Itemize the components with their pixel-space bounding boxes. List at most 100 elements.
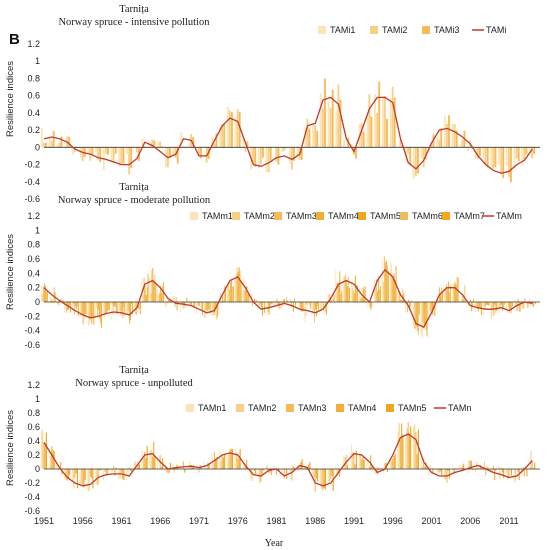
bar <box>185 469 187 471</box>
bar <box>443 287 445 302</box>
bar <box>392 278 394 302</box>
bar <box>238 267 240 302</box>
bar <box>61 469 63 475</box>
bar <box>64 146 67 148</box>
bar <box>407 147 410 154</box>
x-axis-label: Year <box>265 538 284 549</box>
bar <box>244 466 246 469</box>
bar <box>459 145 462 148</box>
bar <box>467 147 470 152</box>
bar <box>211 302 213 316</box>
bar <box>522 466 524 469</box>
bar <box>411 300 413 302</box>
bar <box>507 469 509 480</box>
bar <box>266 465 269 469</box>
bar <box>157 458 159 469</box>
bar <box>353 292 355 302</box>
legend-swatch <box>422 26 430 34</box>
bar <box>398 422 400 469</box>
bar <box>335 110 338 148</box>
bar <box>215 302 217 310</box>
bar <box>242 467 244 469</box>
bar <box>135 461 137 469</box>
bar <box>67 469 69 480</box>
bar <box>380 286 382 302</box>
bar <box>300 302 302 312</box>
bar <box>453 284 455 302</box>
x-tick-label: 1971 <box>189 516 209 526</box>
bar <box>482 302 484 318</box>
bar <box>486 466 488 469</box>
bar <box>402 434 404 469</box>
bar <box>477 467 479 469</box>
bar <box>301 459 303 469</box>
bar <box>267 302 269 313</box>
bar <box>495 302 497 313</box>
bar <box>102 469 105 481</box>
legend-swatch <box>386 404 394 412</box>
bar <box>194 302 196 307</box>
y-tick-label: 0.8 <box>27 240 40 250</box>
bar <box>531 461 533 469</box>
bar <box>208 463 210 469</box>
legend-swatch <box>400 212 408 220</box>
bar <box>74 469 76 478</box>
bar <box>349 287 351 302</box>
bar <box>510 147 512 183</box>
bar <box>231 449 233 469</box>
bar <box>44 285 46 302</box>
bar <box>257 469 260 478</box>
bar <box>48 137 51 148</box>
bar <box>328 293 330 302</box>
y-tick-label: 0 <box>35 297 40 307</box>
bar <box>424 302 426 326</box>
legend-label: TAMm3 <box>286 211 317 221</box>
bar <box>491 469 493 471</box>
bar <box>383 255 385 302</box>
bar <box>123 302 125 308</box>
bar <box>443 469 446 479</box>
bar <box>95 147 98 152</box>
bar <box>243 463 245 469</box>
bar <box>56 463 58 469</box>
bar <box>274 302 276 306</box>
chart-panel-intensive: Tarnița Norway spruce - intensive pollut… <box>5 4 540 204</box>
bar <box>87 469 89 491</box>
bar <box>310 302 312 310</box>
bar <box>330 299 332 302</box>
bar <box>350 144 353 148</box>
bar <box>306 118 309 148</box>
y-axis-label: Resilience indices <box>5 410 16 486</box>
y-tick-label: 1 <box>35 56 40 66</box>
bar <box>146 445 148 469</box>
legend-label: TAMm6 <box>412 211 443 221</box>
bar <box>200 466 202 469</box>
bar <box>421 302 423 337</box>
legend-swatch <box>236 404 244 412</box>
bar <box>215 458 217 469</box>
bar <box>238 458 240 469</box>
bar <box>108 302 110 311</box>
bar <box>200 302 202 311</box>
bar <box>317 469 319 482</box>
bar <box>352 452 354 469</box>
bar <box>234 118 237 148</box>
legend-swatch <box>358 212 366 220</box>
bar <box>354 464 356 469</box>
bar <box>151 270 153 302</box>
bar <box>136 468 138 469</box>
bar <box>440 294 442 302</box>
bar <box>270 302 272 305</box>
bar <box>448 115 450 148</box>
y-tick-label: -0.4 <box>24 326 40 336</box>
bar <box>453 123 456 148</box>
bar <box>104 469 106 472</box>
bar <box>227 282 229 302</box>
bar <box>360 296 362 302</box>
bar <box>485 302 487 306</box>
bar <box>319 93 322 148</box>
bar <box>221 124 224 148</box>
bar <box>190 302 192 306</box>
bar <box>521 302 523 309</box>
chart-title: Tarnița <box>119 365 149 376</box>
